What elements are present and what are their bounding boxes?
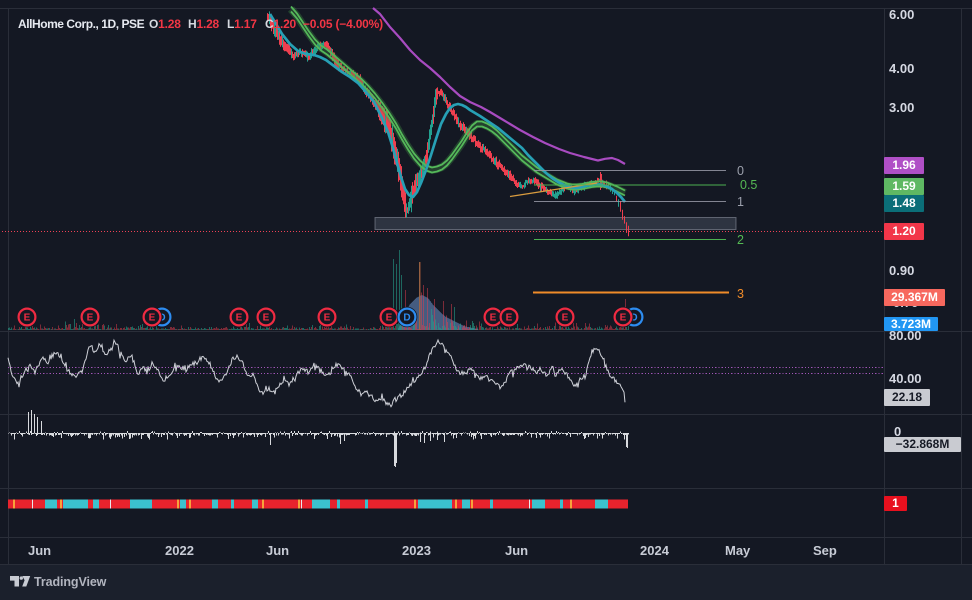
svg-text:E: E xyxy=(149,313,156,324)
svg-text:E: E xyxy=(386,313,393,324)
svg-text:E: E xyxy=(324,313,331,324)
svg-text:E: E xyxy=(263,313,270,324)
svg-text:E: E xyxy=(490,313,497,324)
svg-text:E: E xyxy=(506,313,513,324)
svg-text:D: D xyxy=(630,313,637,324)
svg-text:E: E xyxy=(87,313,94,324)
svg-text:E: E xyxy=(562,313,569,324)
svg-text:D: D xyxy=(403,313,410,324)
svg-text:E: E xyxy=(236,313,243,324)
svg-text:E: E xyxy=(24,313,31,324)
svg-text:E: E xyxy=(620,313,627,324)
